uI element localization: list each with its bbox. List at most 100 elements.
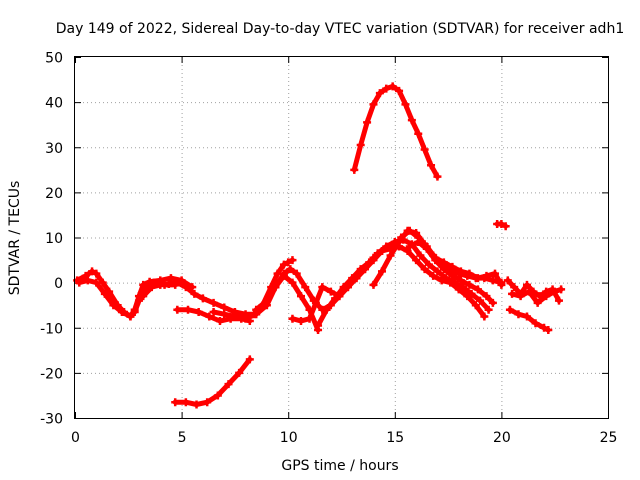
data-point [471, 301, 480, 310]
y-tick-label: -10 [40, 321, 63, 337]
data-point [181, 283, 190, 292]
data-point [245, 355, 254, 364]
data-point [488, 298, 497, 307]
data-point [525, 287, 534, 296]
data-point [164, 279, 173, 288]
data-point [433, 267, 442, 276]
series-line [253, 273, 321, 333]
y-tick-label: 20 [45, 186, 63, 202]
data-point [375, 89, 384, 98]
data-point [397, 233, 406, 242]
data-point [382, 242, 391, 251]
data-point [92, 278, 101, 287]
axis-ticks: 0 5 10 15 20 25 -30 -20 -10 0 10 20 30 40 50 [40, 51, 617, 447]
data-point [550, 287, 559, 296]
data-point [126, 312, 135, 321]
data-point [424, 260, 433, 269]
y-tick-label: -20 [40, 366, 63, 382]
data-point [433, 172, 442, 181]
data-point [314, 321, 323, 330]
data-point [235, 368, 244, 377]
data-point [439, 265, 448, 274]
data-point [356, 265, 365, 274]
data-point [369, 100, 378, 109]
data-point [322, 305, 331, 314]
data-point [522, 312, 531, 321]
data-point [339, 283, 348, 292]
data-point [194, 307, 203, 316]
data-point [414, 129, 423, 138]
data-point [505, 305, 514, 314]
series-group [73, 82, 566, 409]
data-point [241, 314, 250, 323]
data-point [510, 283, 519, 292]
data-point [205, 312, 214, 321]
data-point [501, 222, 510, 231]
data-point [386, 251, 395, 260]
data-point [117, 307, 126, 316]
series-arc-6 [252, 271, 323, 335]
data-point [173, 278, 182, 287]
data-point [215, 316, 224, 325]
data-point [405, 242, 414, 251]
data-point [363, 118, 372, 127]
x-tick-label: 15 [386, 430, 404, 446]
data-point [147, 283, 156, 292]
y-tick-label: 50 [45, 51, 63, 67]
data-point [198, 294, 207, 303]
y-tick-label: 30 [45, 141, 63, 157]
data-point [348, 274, 357, 283]
data-point [540, 323, 549, 332]
data-point [422, 244, 431, 253]
data-point [166, 274, 175, 283]
data-point [420, 265, 429, 274]
data-point [484, 305, 493, 314]
y-tick-label: 10 [45, 231, 63, 247]
data-point [284, 258, 293, 267]
data-point [350, 165, 359, 174]
data-point [450, 278, 459, 287]
data-point [288, 256, 297, 265]
data-point [156, 280, 165, 289]
data-point [544, 326, 553, 335]
data-point [557, 285, 566, 294]
data-point [75, 278, 84, 287]
data-point [134, 296, 143, 305]
chart-title: Day 149 of 2022, Sidereal Day-to-day VTE… [56, 21, 624, 37]
data-point [100, 289, 109, 298]
data-point [514, 310, 523, 319]
data-point [271, 283, 280, 292]
data-point [427, 161, 436, 170]
series-arc-15 [508, 285, 566, 307]
data-point [183, 305, 192, 314]
data-point [105, 287, 114, 296]
data-point [230, 312, 239, 321]
data-point [542, 292, 551, 301]
data-point [429, 271, 438, 280]
y-tick-label: -30 [40, 412, 63, 428]
data-point [420, 145, 429, 154]
data-point [296, 316, 305, 325]
data-point [203, 398, 212, 407]
data-point [92, 269, 101, 278]
data-point [516, 292, 525, 301]
data-point [491, 269, 500, 278]
data-point [465, 280, 474, 289]
data-point [262, 296, 271, 305]
data-point [331, 294, 340, 303]
data-point [473, 274, 482, 283]
data-point [369, 280, 378, 289]
data-point [209, 307, 218, 316]
data-point [508, 289, 517, 298]
data-point [286, 265, 295, 274]
data-point [522, 280, 531, 289]
plot-frame [74, 56, 609, 419]
data-point [497, 280, 506, 289]
data-point [378, 267, 387, 276]
data-point [288, 314, 297, 323]
data-point [488, 276, 497, 285]
data-point [448, 271, 457, 280]
series-arc-17 [171, 355, 254, 409]
